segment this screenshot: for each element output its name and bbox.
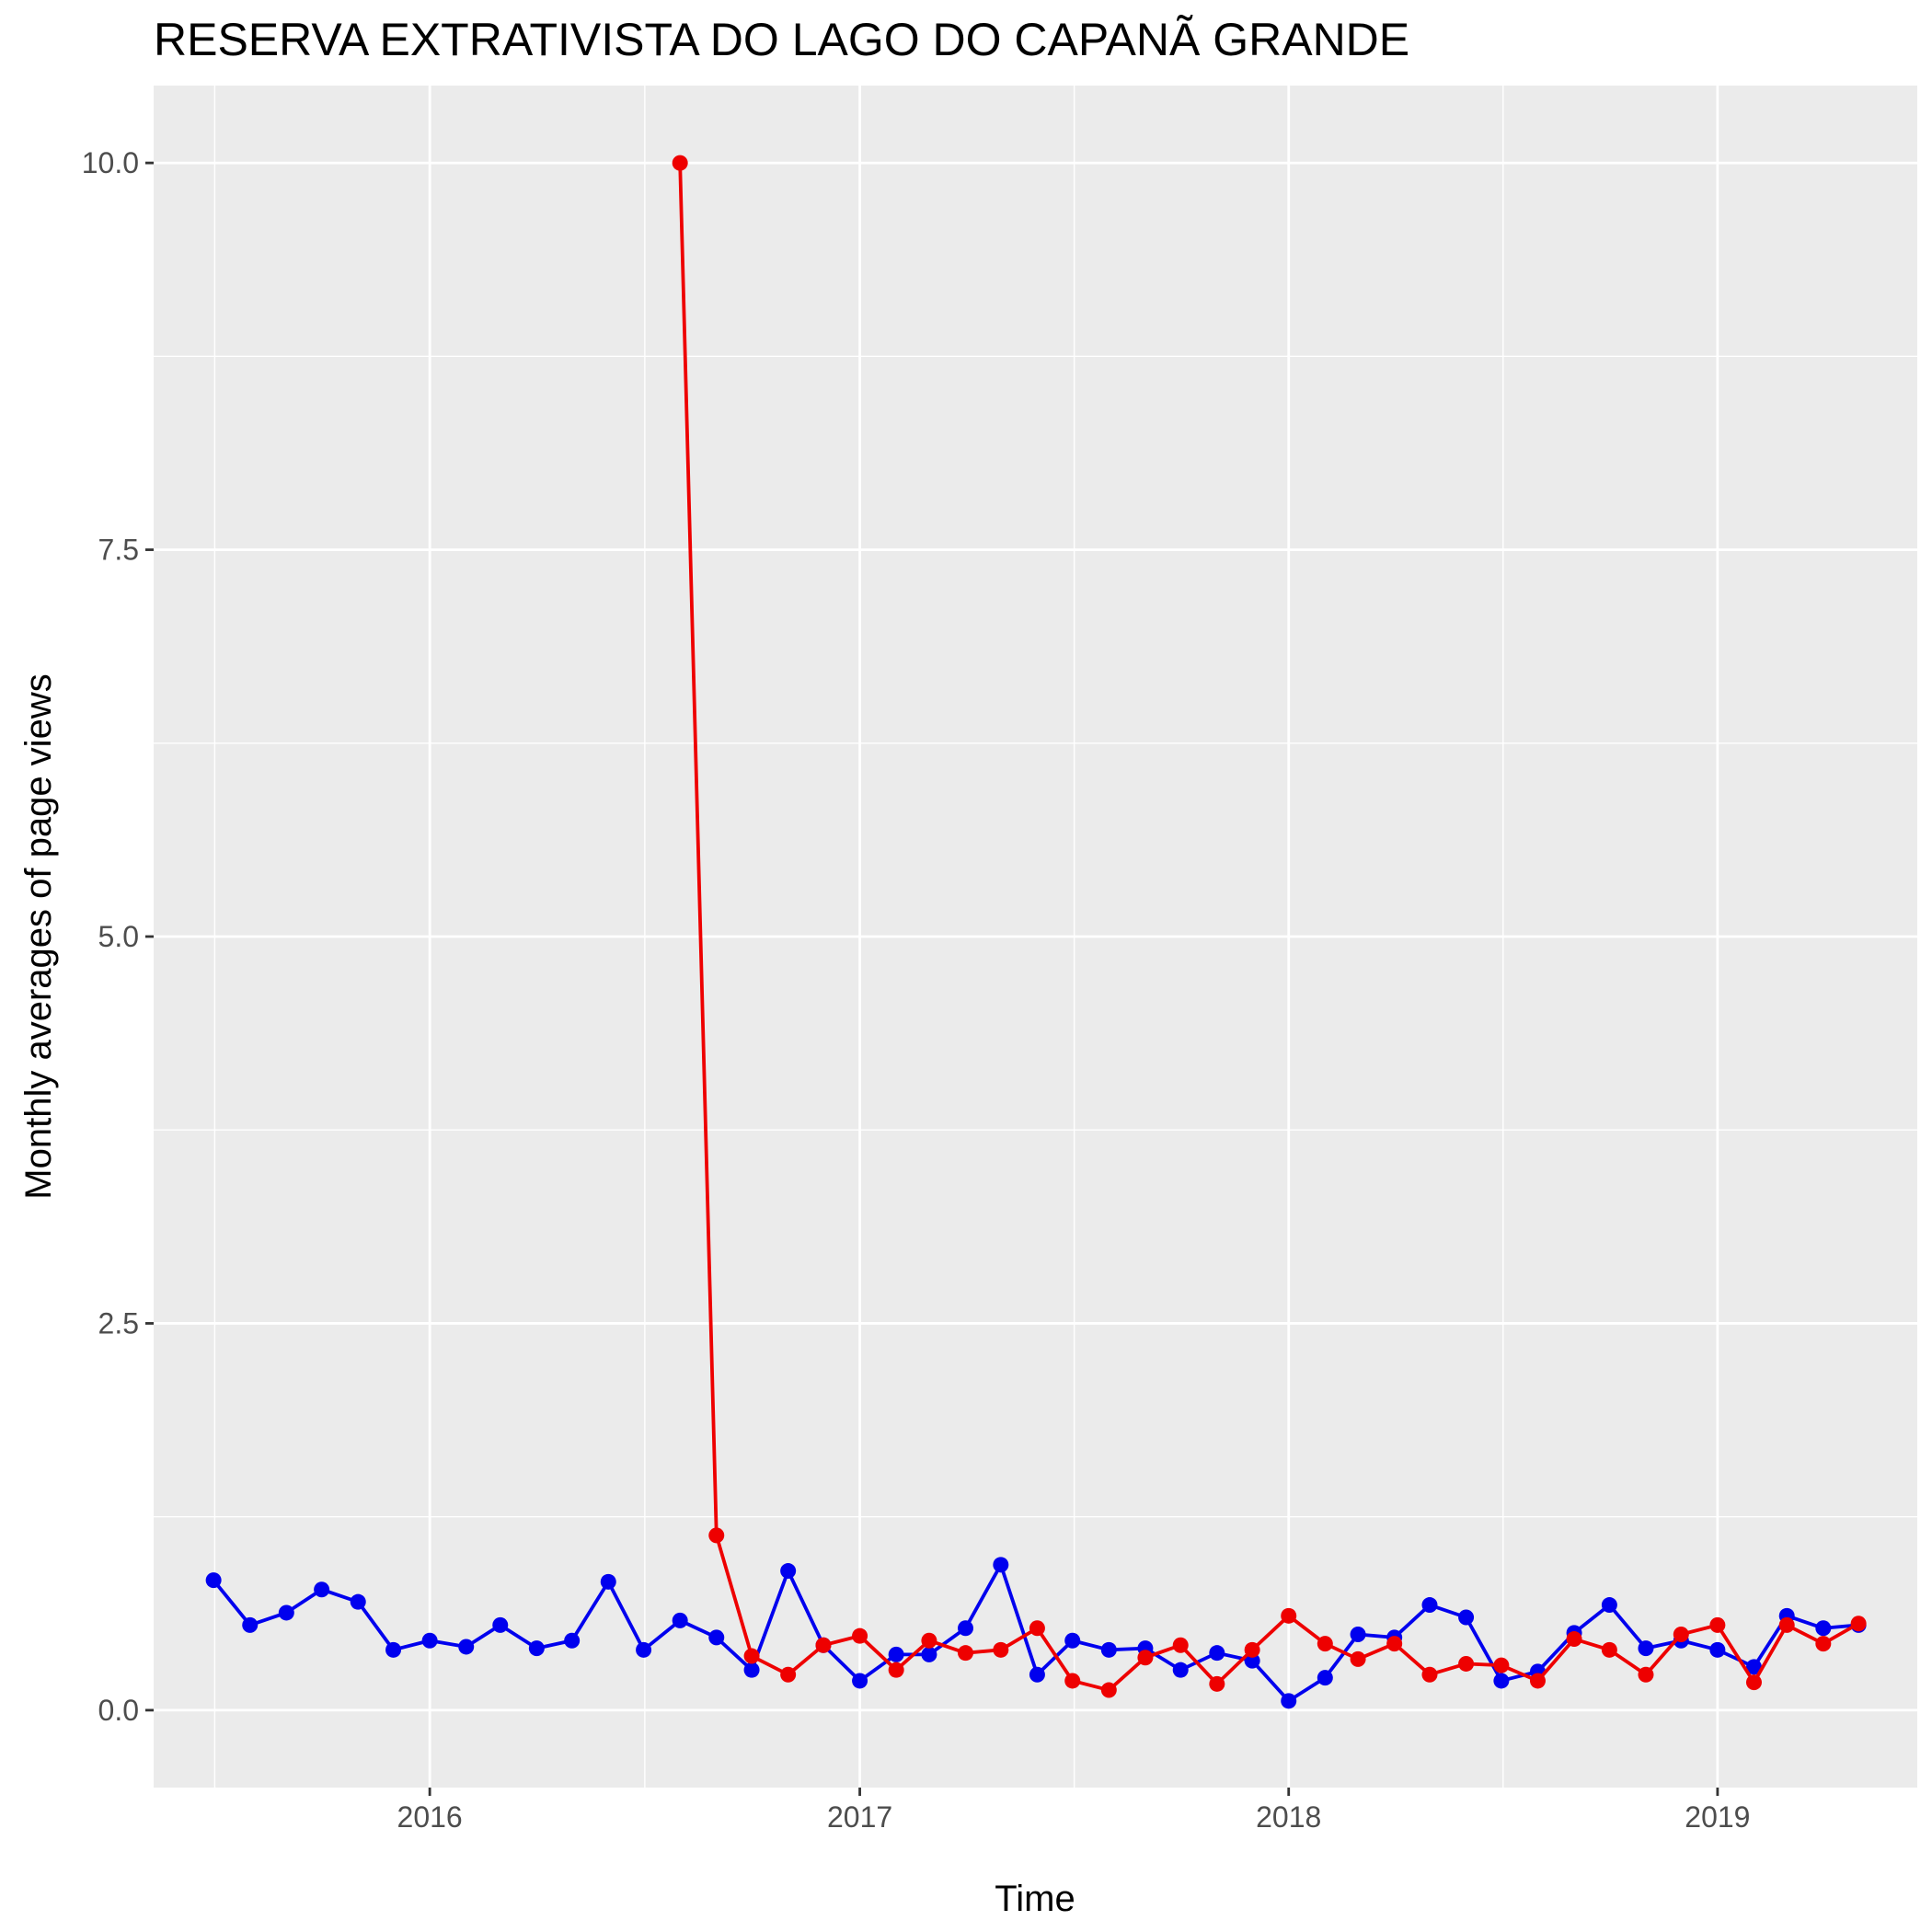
x-tick-label: 2017 (827, 1800, 892, 1834)
data-point (1778, 1616, 1795, 1633)
data-point (1601, 1641, 1617, 1658)
data-point (528, 1640, 545, 1657)
data-point (852, 1627, 868, 1644)
data-point (1100, 1682, 1117, 1698)
data-point (743, 1662, 760, 1678)
data-point (1745, 1674, 1762, 1691)
data-point (993, 1557, 1009, 1573)
data-point (1064, 1673, 1081, 1689)
data-point (1209, 1675, 1225, 1692)
data-point (492, 1616, 509, 1633)
data-point (672, 155, 688, 171)
data-point (921, 1646, 937, 1662)
data-point (1244, 1641, 1260, 1658)
data-point (1386, 1636, 1403, 1652)
data-point (242, 1616, 259, 1633)
x-axis: 2016 2017 2018 2019 (397, 1788, 1750, 1834)
x-tick-label: 2019 (1685, 1800, 1750, 1834)
y-tick-label: 10.0 (82, 146, 139, 179)
data-point (708, 1527, 725, 1544)
data-point (1029, 1666, 1045, 1683)
y-axis: 0.0 2.5 5.0 7.5 10.0 (82, 146, 154, 1727)
data-point (1815, 1636, 1832, 1652)
data-point (1421, 1597, 1438, 1614)
gridlines (154, 86, 1917, 1788)
data-point (1137, 1650, 1154, 1666)
data-point (1458, 1655, 1475, 1672)
data-point (672, 1612, 688, 1628)
data-point (1317, 1670, 1333, 1686)
data-point (1745, 1659, 1762, 1675)
data-point (1601, 1597, 1617, 1614)
data-point (1529, 1673, 1546, 1689)
data-point (1064, 1632, 1081, 1649)
data-point (815, 1637, 832, 1653)
data-point (600, 1573, 616, 1590)
data-point (314, 1581, 330, 1598)
y-axis-title: Monthly averages of page views (18, 673, 59, 1199)
data-point (1209, 1645, 1225, 1662)
chart-title: RESERVA EXTRATIVISTA DO LAGO DO CAPANÃ G… (154, 14, 1409, 65)
series-0 (205, 1557, 1867, 1709)
data-point (1566, 1631, 1582, 1648)
x-axis-title: Time (995, 1879, 1075, 1919)
data-point (888, 1646, 904, 1662)
data-point (1350, 1650, 1366, 1667)
x-tick-label: 2016 (397, 1800, 463, 1834)
data-point (780, 1666, 797, 1683)
data-point (1350, 1627, 1366, 1642)
data-point (1317, 1636, 1333, 1652)
data-point (1638, 1666, 1654, 1683)
data-point (888, 1662, 904, 1678)
data-point (1638, 1640, 1654, 1657)
y-tick-label: 5.0 (98, 920, 139, 953)
data-point (1281, 1693, 1297, 1709)
data-point (1493, 1657, 1510, 1673)
data-point (1850, 1616, 1867, 1632)
data-point (958, 1620, 974, 1637)
data-point (958, 1645, 974, 1662)
data-point (1709, 1616, 1726, 1633)
data-point (708, 1629, 725, 1646)
data-point (1421, 1666, 1438, 1683)
data-point (1815, 1620, 1832, 1637)
data-point (1458, 1609, 1475, 1626)
data-point (921, 1632, 937, 1649)
data-point (1709, 1641, 1726, 1658)
data-point (1244, 1652, 1260, 1669)
data-point (421, 1632, 438, 1649)
data-point (743, 1648, 760, 1664)
series-line (678, 161, 1861, 1692)
data-point (636, 1641, 652, 1658)
data-point (993, 1641, 1009, 1658)
data-point (278, 1604, 294, 1621)
data-point (1029, 1620, 1045, 1637)
data-point (385, 1641, 402, 1658)
data-point (205, 1572, 222, 1589)
data-point (852, 1673, 868, 1689)
data-point (780, 1563, 797, 1580)
data-point (564, 1632, 581, 1649)
data-point (1172, 1637, 1189, 1653)
series-layer (205, 155, 1867, 1709)
x-tick-label: 2018 (1256, 1800, 1321, 1834)
data-point (350, 1593, 366, 1610)
data-point (1281, 1607, 1297, 1624)
series-1 (672, 155, 1867, 1698)
data-point (1100, 1641, 1117, 1658)
y-tick-label: 7.5 (98, 534, 139, 567)
data-point (458, 1639, 475, 1655)
y-tick-label: 2.5 (98, 1306, 139, 1340)
data-point (1673, 1627, 1689, 1642)
data-point (1493, 1673, 1510, 1689)
y-tick-label: 0.0 (98, 1694, 139, 1727)
data-point (1172, 1662, 1189, 1678)
